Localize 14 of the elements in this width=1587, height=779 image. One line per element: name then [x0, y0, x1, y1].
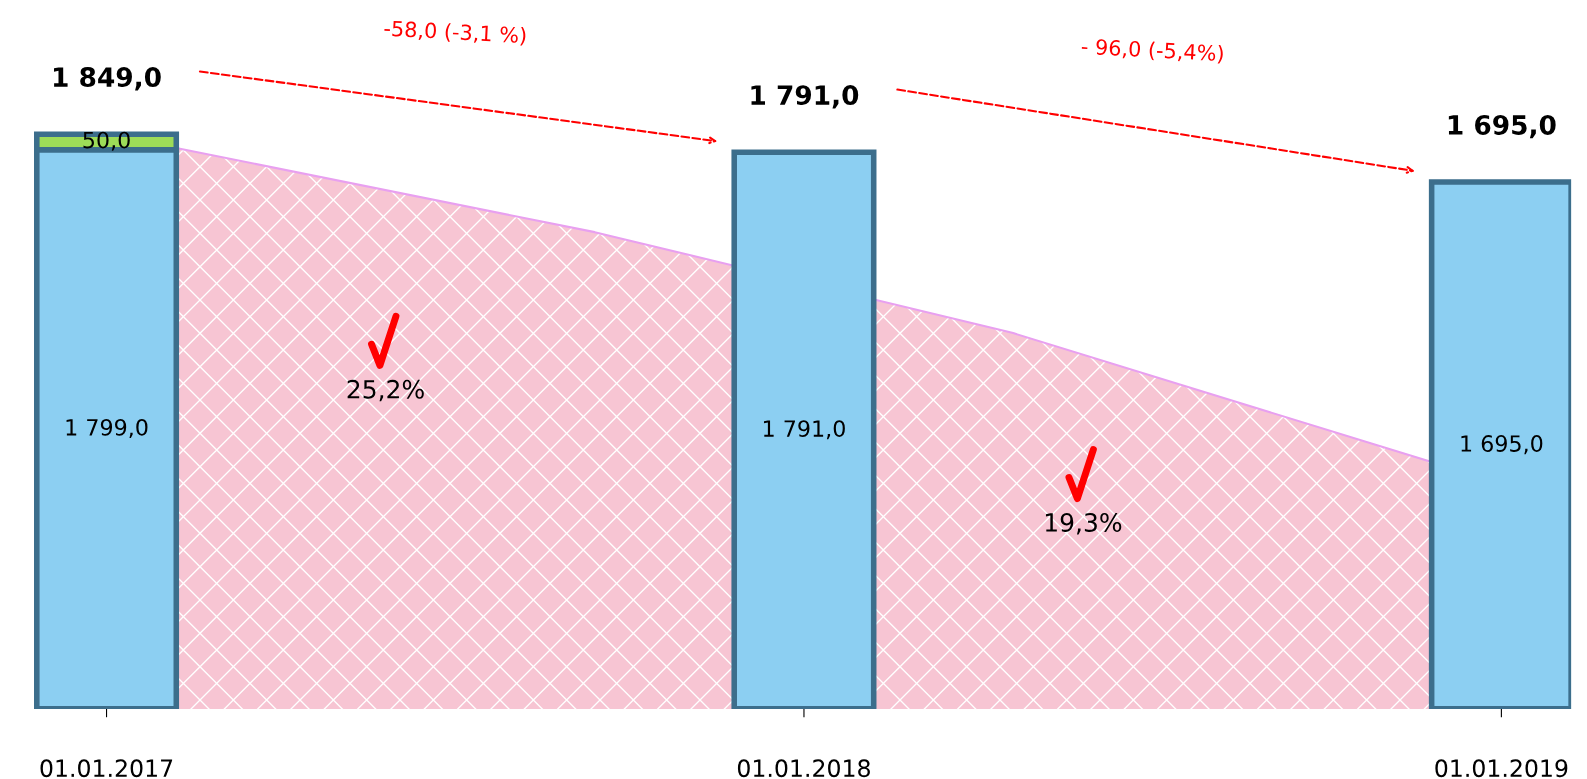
total-label: 1 791,0 [751, 85, 859, 109]
data-label: 1 799,0 [66, 418, 148, 439]
x-tick-label: 01.01.2018 [737, 759, 870, 778]
data-label: 1 695,0 [1461, 435, 1543, 455]
total-label: 1 849,0 [54, 67, 161, 91]
data-label: 1 791,0 [763, 420, 845, 440]
text: -58,0 (-3,1 %) [384, 19, 526, 46]
x-tick-label: 01.01.2017 [40, 759, 173, 778]
annotation: 19,3% [1045, 513, 1122, 535]
total-label: 1 695,0 [1448, 114, 1556, 139]
x-tick-label: 01.01.2019 [1435, 759, 1568, 778]
data-label: 50,0 [83, 131, 130, 151]
text: - 96,0 (-5,4%) [1081, 37, 1224, 64]
annotation: 25,2% [347, 379, 424, 402]
